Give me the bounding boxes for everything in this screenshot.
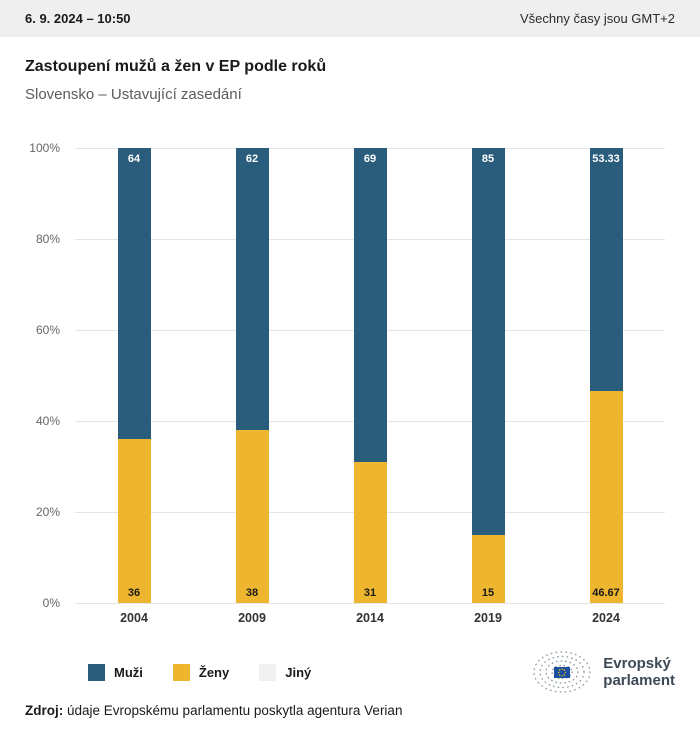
- y-axis: 0% 20% 40% 60% 80% 100%: [0, 141, 70, 610]
- y-tick-label: 60%: [35, 323, 60, 337]
- bar-column: 53.33 46.67: [547, 148, 665, 603]
- value-label-muzi: 64: [127, 153, 141, 165]
- segment-muzi[interactable]: 62: [235, 148, 269, 431]
- european-parliament-logo: Evropský parlament: [531, 649, 675, 695]
- segment-zeny[interactable]: 46.67: [589, 390, 623, 603]
- x-axis: 2004 2009 2014 2019 2024: [75, 611, 665, 625]
- plot-columns: 64 36 62 38 69 31 85 15 53.33 46.67: [75, 148, 665, 603]
- logo-text-line1: Evropský: [603, 654, 671, 672]
- bar-column: 64 36: [75, 148, 193, 603]
- value-label-zeny: 36: [127, 587, 141, 599]
- bar-column: 69 31: [311, 148, 429, 603]
- legend-swatch: [88, 663, 105, 681]
- x-tick-label: 2014: [356, 611, 384, 625]
- datetime-text: 6. 9. 2024 – 10:50: [25, 11, 131, 26]
- segment-zeny[interactable]: 36: [117, 439, 151, 603]
- segment-muzi[interactable]: 85: [471, 148, 505, 535]
- y-tick-label: 20%: [35, 505, 60, 519]
- y-tick-label: 80%: [35, 232, 60, 246]
- legend-label: Jiný: [285, 664, 312, 680]
- y-tick-label: 40%: [35, 414, 60, 428]
- x-tick-label: 2019: [474, 611, 502, 625]
- y-tick-label: 0%: [42, 596, 60, 610]
- stacked-bar-2024[interactable]: 53.33 46.67: [589, 148, 623, 603]
- value-label-muzi: 53.33: [592, 153, 620, 165]
- top-bar: 6. 9. 2024 – 10:50 Všechny časy jsou GMT…: [0, 0, 700, 37]
- bottom-row: Muži Ženy Jiný: [0, 649, 700, 695]
- source-text: údaje Evropskému parlamentu poskytla age…: [63, 703, 403, 718]
- x-tick-label: 2004: [120, 611, 148, 625]
- source-line: Zdroj: údaje Evropskému parlamentu posky…: [0, 703, 700, 718]
- segment-zeny[interactable]: 31: [353, 461, 387, 603]
- chart-subtitle: Slovensko – Ustavující zasedání: [25, 86, 242, 103]
- eu-flag-icon: [554, 667, 571, 678]
- logo-text-line2: parlament: [603, 672, 675, 689]
- gridline: [75, 603, 665, 604]
- legend-swatch: [172, 663, 190, 681]
- value-label-muzi: 62: [245, 153, 259, 165]
- logo-text: Evropský parlament: [603, 655, 675, 690]
- segment-muzi[interactable]: 53.33: [589, 148, 623, 391]
- value-label-muzi: 85: [481, 153, 495, 165]
- legend-label: Ženy: [198, 664, 230, 680]
- chart-title: Zastoupení mužů a žen v EP podle roků: [25, 58, 327, 75]
- legend-item-jiný[interactable]: Jiný: [259, 663, 312, 681]
- legend-item-ženy[interactable]: Ženy: [172, 663, 230, 681]
- plot-area: 64 36 62 38 69 31 85 15 53.33 46.67: [75, 148, 665, 604]
- legend-label: Muži: [114, 664, 143, 680]
- legend-swatch: [259, 663, 277, 681]
- x-tick-label: 2009: [238, 611, 266, 625]
- legend: Muži Ženy Jiný: [88, 663, 312, 681]
- segment-muzi[interactable]: 64: [117, 148, 151, 440]
- value-label-zeny: 38: [245, 587, 259, 599]
- timezone-note: Všechny časy jsou GMT+2: [520, 11, 675, 26]
- bar-column: 85 15: [429, 148, 547, 603]
- stacked-bar-chart: 0% 20% 40% 60% 80% 100% 64 36 62 38 69 31 85 15 53.33…: [0, 141, 700, 625]
- source-label: Zdroj:: [25, 703, 64, 718]
- stacked-bar-2019[interactable]: 85 15: [471, 148, 505, 603]
- segment-zeny[interactable]: 38: [235, 430, 269, 603]
- bar-column: 62 38: [193, 148, 311, 603]
- stacked-bar-2014[interactable]: 69 31: [353, 148, 387, 603]
- value-label-zeny: 46.67: [592, 587, 620, 599]
- value-label-muzi: 69: [363, 153, 377, 165]
- value-label-zeny: 15: [481, 587, 495, 599]
- chart-header: Zastoupení mužů a žen v EP podle roků Sl…: [0, 58, 700, 103]
- stacked-bar-2004[interactable]: 64 36: [117, 148, 151, 603]
- segment-zeny[interactable]: 15: [471, 534, 505, 603]
- value-label-zeny: 31: [363, 587, 377, 599]
- x-tick-label: 2024: [592, 611, 620, 625]
- segment-muzi[interactable]: 69: [353, 148, 387, 462]
- legend-item-muži[interactable]: Muži: [88, 663, 143, 681]
- parliament-hemicycle-icon: [533, 651, 591, 693]
- y-tick-label: 100%: [29, 141, 60, 155]
- stacked-bar-2009[interactable]: 62 38: [235, 148, 269, 603]
